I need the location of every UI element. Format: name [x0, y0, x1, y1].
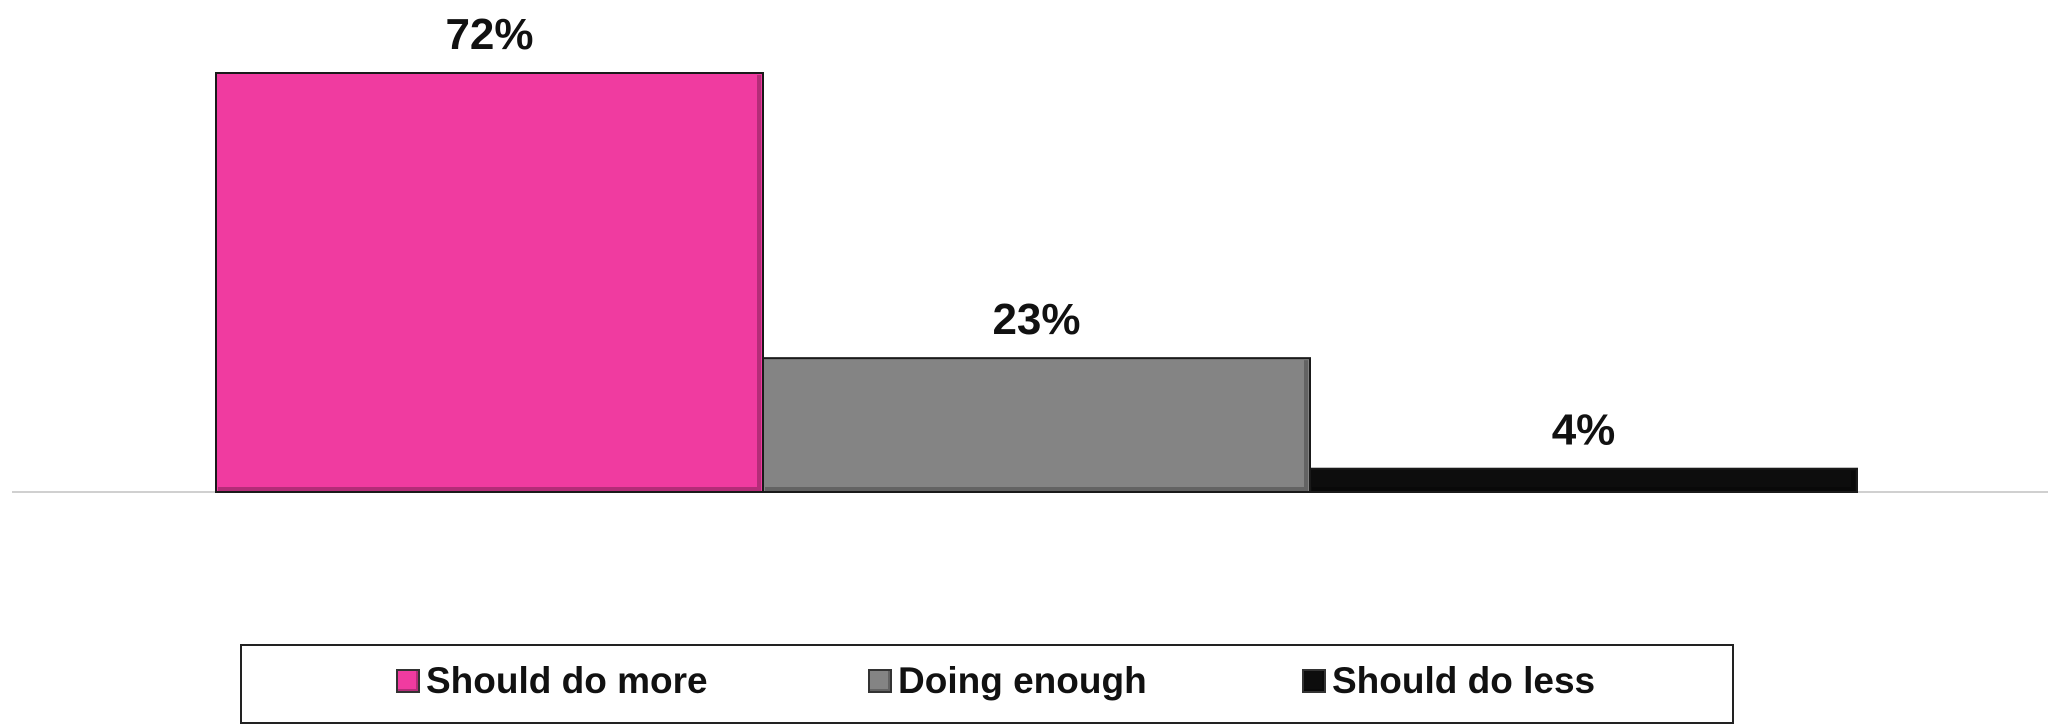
legend-swatch-should-do-less [1302, 669, 1326, 693]
bar-shade-should-do-less [1312, 470, 1855, 491]
bar-group [215, 72, 1858, 494]
legend-item-should-do-more: Should do more [396, 660, 708, 702]
legend-label-should-do-more: Should do more [426, 660, 708, 701]
bar-should-do-more [215, 72, 764, 493]
data-label-should-do-more: 72% [445, 10, 533, 59]
legend-item-should-do-less: Should do less [1302, 660, 1595, 702]
bar-chart: 72% 23% 4% [12, 10, 2048, 494]
legend: Should do more Doing enough Should do le… [240, 644, 1734, 724]
data-label-should-do-less: 4% [1552, 406, 1616, 455]
bar-should-do-less [1309, 467, 1858, 494]
legend-swatch-should-do-more [396, 669, 420, 693]
data-label-doing-enough: 23% [992, 295, 1080, 344]
bar-doing-enough [762, 357, 1311, 493]
legend-item-doing-enough: Doing enough [868, 660, 1147, 702]
bar-shade-should-do-more [218, 75, 761, 491]
data-label-group: 72% 23% 4% [445, 10, 1615, 455]
legend-label-doing-enough: Doing enough [898, 660, 1147, 701]
legend-label-should-do-less: Should do less [1332, 660, 1596, 701]
bar-shade-doing-enough [765, 360, 1308, 491]
legend-swatch-doing-enough [868, 669, 892, 693]
